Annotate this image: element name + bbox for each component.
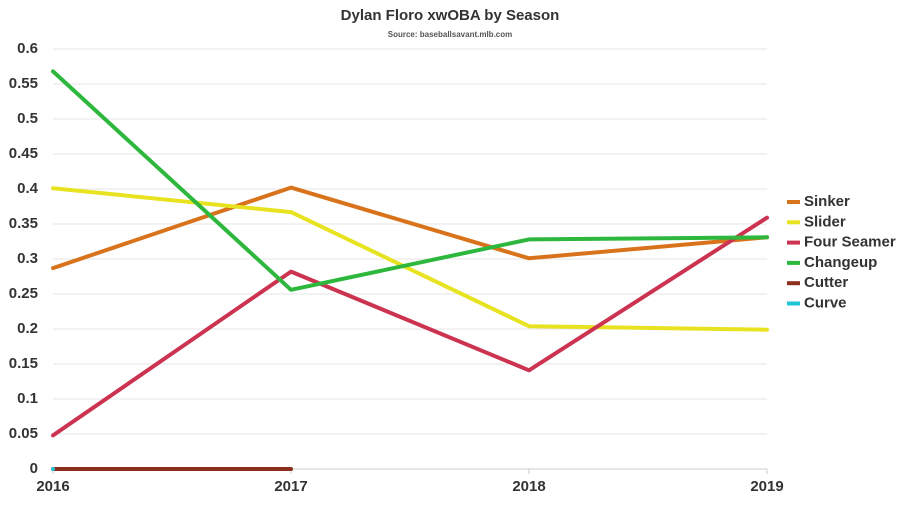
- x-tick-label: 2018: [512, 478, 545, 495]
- legend-label: Curve: [804, 294, 847, 311]
- y-tick-label: 0.1: [17, 390, 38, 407]
- y-tick-label: 0.25: [9, 285, 38, 302]
- chart-title: Dylan Floro xwOBA by Season: [341, 7, 560, 24]
- series-line: [51, 185, 769, 271]
- y-tick-label: 0.3: [17, 250, 38, 267]
- x-tick-label: 2016: [36, 478, 69, 495]
- y-tick-label: 0.05: [9, 425, 38, 442]
- legend-label: Sinker: [804, 193, 850, 210]
- legend-label: Four Seamer: [804, 234, 896, 251]
- y-tick-label: 0.4: [17, 180, 39, 197]
- y-tick-label: 0.5: [17, 110, 38, 127]
- y-tick-label: 0.6: [17, 40, 38, 57]
- legend-label: Cutter: [804, 274, 848, 291]
- y-tick-label: 0.15: [9, 355, 38, 372]
- y-tick-label: 0.35: [9, 215, 38, 232]
- series-line: [51, 215, 769, 438]
- series-line: [51, 186, 769, 332]
- y-tick-label: 0: [30, 460, 38, 477]
- x-tick-label: 2019: [750, 478, 783, 495]
- legend-label: Changeup: [804, 254, 877, 271]
- y-tick-label: 0.55: [9, 75, 38, 92]
- chart-subtitle: Source: baseballsavant.mlb.com: [388, 30, 513, 39]
- series-line: [51, 69, 769, 292]
- x-tick-label: 2017: [274, 478, 307, 495]
- legend-label: Slider: [804, 213, 846, 230]
- y-tick-label: 0.2: [17, 320, 38, 337]
- y-tick-label: 0.45: [9, 145, 38, 162]
